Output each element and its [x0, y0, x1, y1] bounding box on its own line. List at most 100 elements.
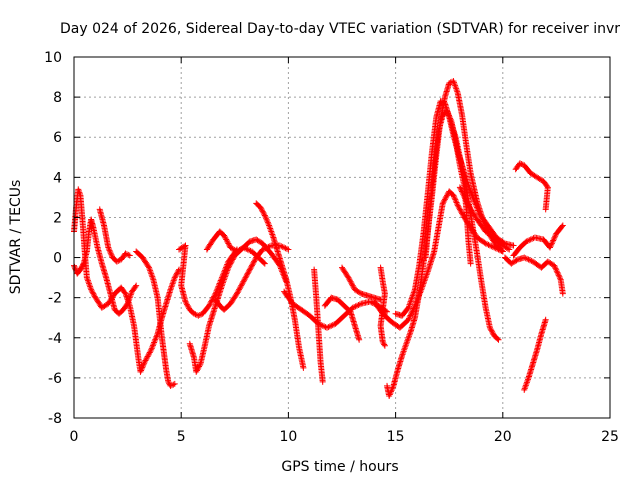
data-point — [456, 92, 459, 94]
data-point — [300, 308, 303, 311]
data-point — [448, 82, 451, 84]
data-point — [465, 144, 468, 147]
data-point — [133, 324, 135, 327]
data-point — [184, 244, 187, 247]
data-point — [347, 276, 350, 279]
data-point — [201, 312, 204, 315]
data-point — [354, 288, 356, 291]
x-tick-label: 20 — [494, 429, 512, 445]
data-point — [426, 270, 429, 273]
data-point — [360, 292, 363, 295]
data-point — [540, 332, 543, 335]
series-sat-i — [253, 200, 307, 371]
data-point — [343, 314, 345, 317]
data-point — [126, 302, 129, 305]
data-point — [373, 296, 375, 299]
data-point — [519, 246, 521, 249]
data-point — [354, 324, 356, 327]
data-point — [156, 332, 159, 335]
data-point — [165, 302, 167, 305]
series-sat-u — [510, 222, 566, 259]
data-point — [454, 136, 457, 139]
data-point — [120, 286, 122, 289]
series-sat-k — [311, 266, 326, 385]
data-point — [441, 202, 444, 205]
data-point — [214, 304, 217, 307]
data-point — [341, 266, 343, 269]
data-point — [384, 292, 386, 295]
data-point — [476, 252, 478, 255]
data-point — [373, 300, 375, 303]
data-point — [206, 248, 208, 251]
data-point — [141, 256, 144, 259]
data-point — [461, 114, 463, 116]
data-point — [433, 250, 435, 253]
data-point — [77, 188, 80, 191]
data-point — [281, 264, 283, 267]
data-point — [527, 377, 530, 379]
data-point — [92, 226, 95, 229]
data-point — [536, 349, 538, 351]
data-point — [495, 244, 498, 247]
data-point — [152, 278, 155, 281]
data-point — [452, 194, 455, 197]
data-point — [386, 310, 388, 313]
data-point — [98, 208, 101, 211]
data-point — [197, 314, 200, 317]
data-point — [313, 268, 315, 271]
axis-ticks: 0 5 10 15 20 25 -8 -6 -4 -2 0 2 4 6 8 10 — [44, 50, 619, 445]
data-point — [407, 318, 410, 321]
data-point — [317, 328, 320, 331]
data-point — [188, 308, 191, 311]
data-point — [467, 240, 470, 243]
data-point — [82, 262, 85, 265]
data-point — [283, 290, 285, 293]
data-point — [336, 298, 339, 301]
data-point — [163, 353, 165, 355]
series-sat-e — [176, 242, 240, 319]
data-point — [319, 361, 322, 363]
data-point — [128, 254, 131, 257]
data-point — [446, 110, 448, 112]
data-point — [236, 250, 238, 253]
data-point — [255, 256, 258, 259]
data-point — [469, 262, 472, 265]
data-point — [523, 164, 526, 167]
data-point — [441, 114, 444, 116]
data-point — [315, 296, 318, 299]
x-tick-label: 25 — [601, 429, 619, 445]
data-point — [463, 176, 466, 179]
data-point — [86, 250, 88, 253]
data-points — [71, 78, 566, 399]
y-tick-label: 6 — [53, 130, 62, 146]
data-point — [184, 300, 187, 303]
data-point — [120, 258, 122, 261]
data-point — [116, 260, 118, 263]
data-point — [456, 204, 459, 207]
x-tick-label: 5 — [177, 429, 186, 445]
data-point — [418, 264, 420, 267]
data-point — [426, 192, 429, 195]
data-point — [381, 340, 384, 343]
data-point — [124, 292, 127, 295]
data-point — [379, 266, 382, 269]
data-point — [439, 100, 442, 102]
data-point — [384, 345, 386, 347]
data-point — [105, 276, 107, 279]
data-point — [111, 256, 114, 259]
data-point — [452, 80, 455, 82]
data-point — [255, 202, 258, 205]
data-point — [532, 363, 534, 365]
data-point — [234, 254, 236, 257]
y-tick-label: -6 — [48, 371, 62, 387]
data-point — [86, 276, 88, 279]
x-tick-label: 0 — [70, 429, 79, 445]
data-point — [562, 224, 564, 227]
data-point — [101, 262, 103, 265]
data-point — [517, 258, 519, 261]
data-point — [448, 190, 451, 193]
data-point — [523, 256, 526, 259]
data-point — [437, 226, 440, 229]
data-point — [223, 234, 225, 237]
data-point — [536, 176, 538, 179]
